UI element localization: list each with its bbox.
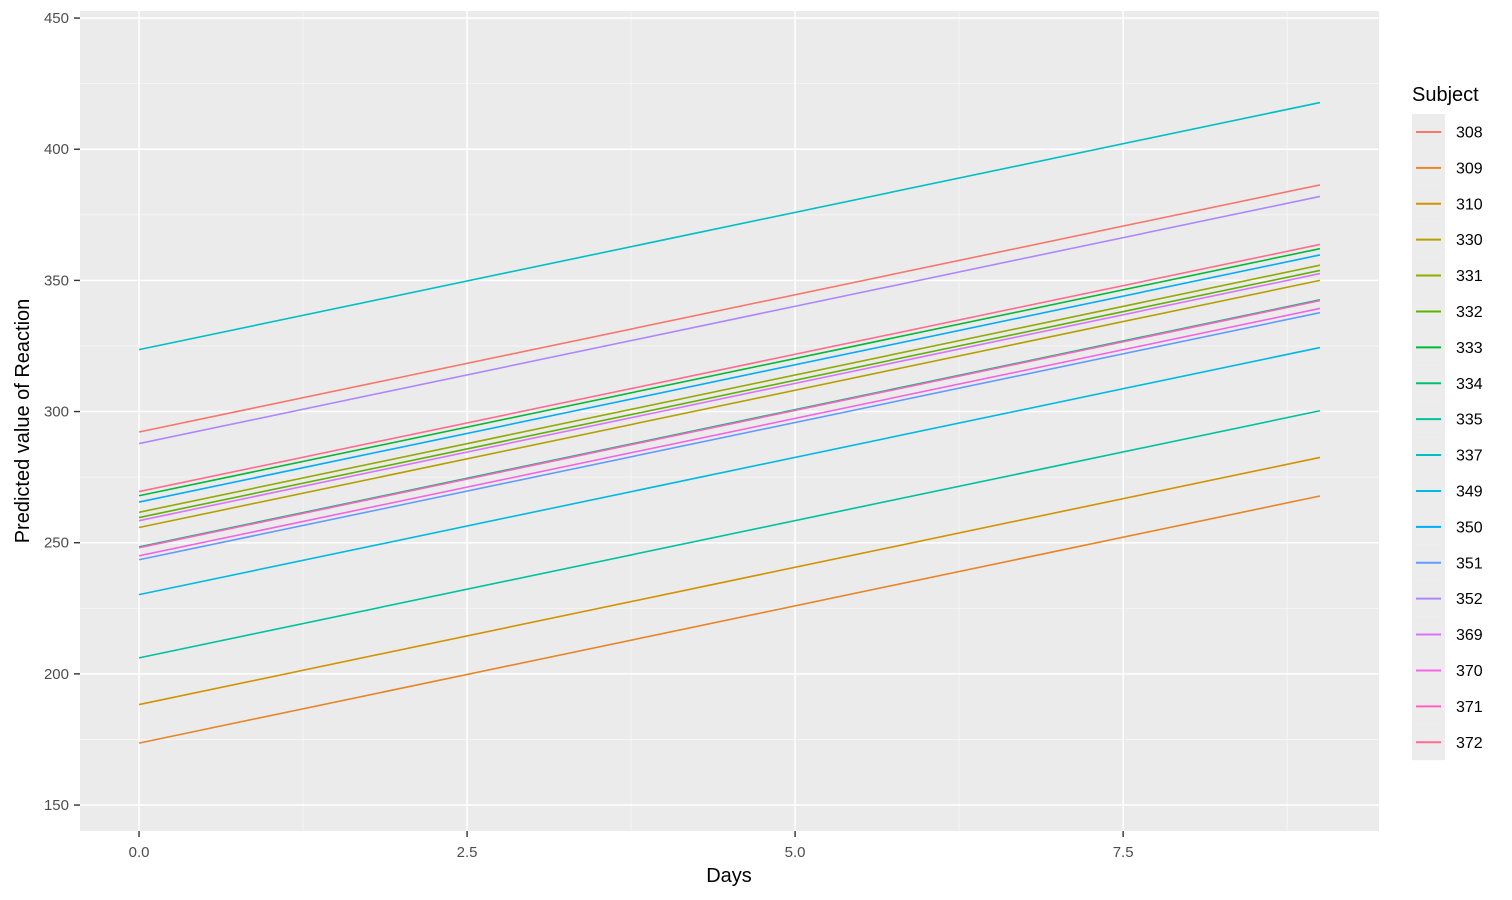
x-tick-label: 7.5 bbox=[1113, 844, 1134, 861]
line-subject-352 bbox=[138, 195, 1321, 445]
legend-label-372: 372 bbox=[1456, 735, 1483, 752]
axis-ticks bbox=[74, 17, 1124, 837]
legend-label-335: 335 bbox=[1456, 412, 1483, 429]
line-subject-349 bbox=[138, 346, 1321, 596]
legend-label-310: 310 bbox=[1456, 196, 1483, 213]
legend-label-333: 333 bbox=[1456, 340, 1483, 357]
line-subject-370 bbox=[138, 307, 1321, 557]
x-axis-title: Days bbox=[706, 865, 752, 887]
y-tick-label: 250 bbox=[44, 535, 69, 552]
line-subject-371 bbox=[138, 299, 1321, 549]
y-tick-label: 200 bbox=[44, 666, 69, 683]
line-subject-335 bbox=[138, 409, 1321, 659]
y-tick-label: 450 bbox=[44, 10, 69, 27]
line-subject-337 bbox=[138, 101, 1321, 351]
axis-tick-labels: 0.0 2.5 5.0 7.5 150 200 250 300 350 400 450 bbox=[44, 10, 1134, 861]
line-subject-309 bbox=[138, 495, 1321, 744]
line-subject-332 bbox=[138, 269, 1321, 519]
legend-label-349: 349 bbox=[1456, 483, 1483, 500]
series-lines bbox=[138, 101, 1321, 744]
y-tick-label: 350 bbox=[44, 272, 69, 289]
x-tick-label: 2.5 bbox=[457, 844, 478, 861]
legend-label-308: 308 bbox=[1456, 124, 1483, 141]
legend-label-350: 350 bbox=[1456, 519, 1483, 536]
legend-keys: 308 309 310 330 331 332 333 334 335 337 349 350 351 3… bbox=[1412, 114, 1483, 761]
panel-background bbox=[80, 11, 1379, 831]
y-tick-label: 300 bbox=[44, 404, 69, 421]
legend-label-352: 352 bbox=[1456, 591, 1483, 608]
line-subject-351 bbox=[138, 311, 1321, 561]
line-subject-350 bbox=[138, 254, 1321, 503]
line-subject-308 bbox=[138, 184, 1321, 433]
y-tick-label: 150 bbox=[44, 797, 69, 814]
legend: Subject 308 309 310 330 331 332 333 334 335 337 34… bbox=[1412, 84, 1483, 761]
legend-label-371: 371 bbox=[1456, 699, 1483, 716]
line-subject-372 bbox=[138, 243, 1321, 493]
legend-label-370: 370 bbox=[1456, 663, 1483, 680]
y-tick-label: 400 bbox=[44, 141, 69, 158]
x-tick-label: 5.0 bbox=[785, 844, 806, 861]
line-subject-331 bbox=[138, 264, 1321, 514]
line-subject-369 bbox=[138, 272, 1321, 522]
y-axis-title: Predicted value of Reaction bbox=[12, 299, 34, 544]
legend-label-309: 309 bbox=[1456, 160, 1483, 177]
line-subject-330 bbox=[138, 279, 1321, 529]
line-subject-333 bbox=[138, 247, 1321, 497]
legend-title: Subject bbox=[1412, 84, 1479, 106]
legend-label-330: 330 bbox=[1456, 232, 1483, 249]
legend-label-331: 331 bbox=[1456, 268, 1483, 285]
x-tick-label: 0.0 bbox=[129, 844, 150, 861]
legend-label-369: 369 bbox=[1456, 627, 1483, 644]
legend-label-332: 332 bbox=[1456, 304, 1483, 321]
legend-label-337: 337 bbox=[1456, 448, 1483, 465]
gridlines bbox=[80, 11, 1379, 831]
legend-label-351: 351 bbox=[1456, 555, 1483, 572]
legend-label-334: 334 bbox=[1456, 376, 1483, 393]
line-subject-310 bbox=[138, 456, 1321, 706]
